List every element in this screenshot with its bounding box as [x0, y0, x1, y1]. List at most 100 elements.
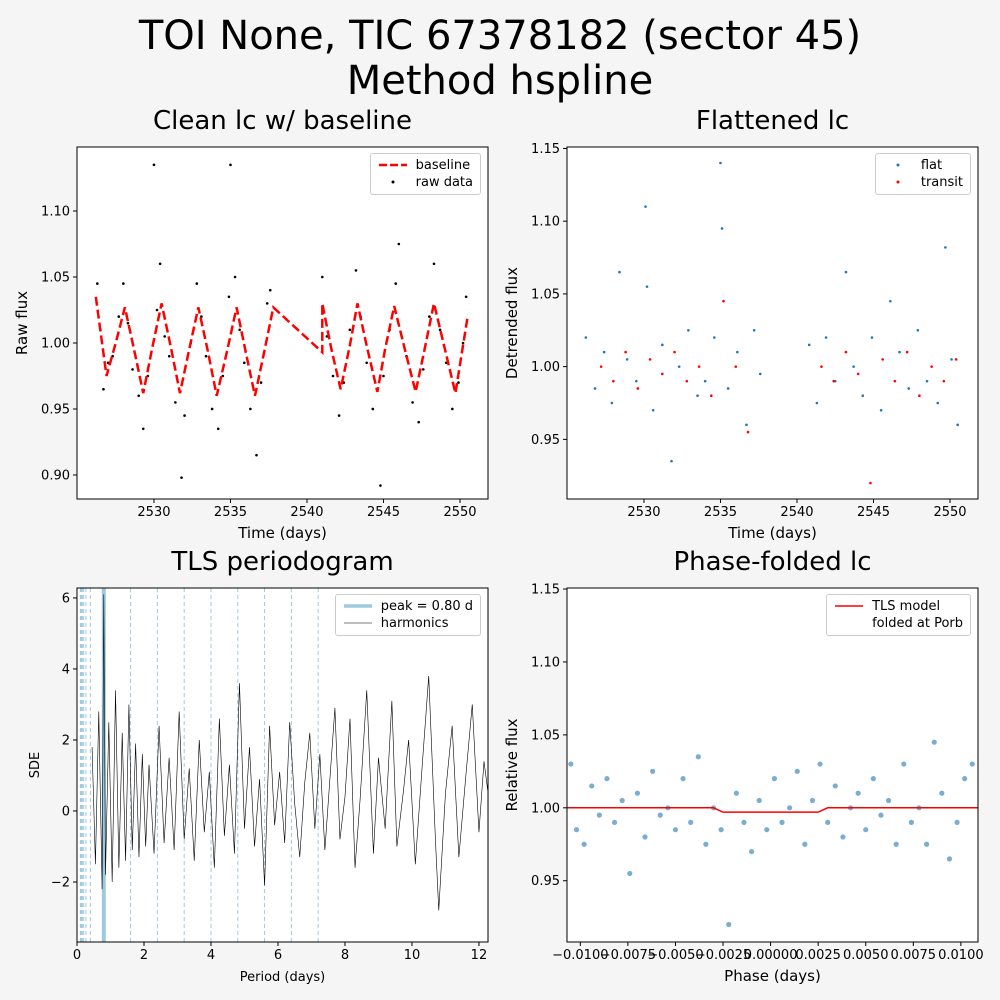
- y-tick-label: 1.00: [531, 360, 560, 375]
- legend-entry: TLS model folded at Porb: [834, 598, 963, 632]
- point: [635, 379, 638, 383]
- x-tick-label: 2530: [137, 505, 170, 520]
- legend-entry: transit: [883, 174, 963, 191]
- point: [832, 783, 838, 789]
- point: [661, 343, 664, 347]
- point: [878, 812, 884, 818]
- legend-entry: raw data: [378, 174, 473, 191]
- point: [696, 394, 699, 398]
- point: [718, 827, 724, 833]
- point: [117, 315, 121, 318]
- point: [893, 379, 897, 383]
- point: [337, 414, 341, 417]
- plot-area: [567, 588, 978, 942]
- point: [844, 350, 848, 354]
- point: [908, 819, 915, 825]
- point: [174, 401, 177, 404]
- point: [936, 401, 940, 405]
- point: [758, 372, 762, 376]
- y-tick-label: 0.95: [531, 433, 560, 448]
- point: [944, 246, 947, 249]
- legend-swatch: [896, 180, 900, 184]
- x-tick-label: −0.0100: [552, 948, 608, 963]
- y-tick-label: 0: [62, 804, 70, 819]
- x-tick-label: 6: [274, 948, 282, 963]
- point: [733, 790, 739, 796]
- point: [421, 368, 425, 371]
- point: [855, 790, 861, 796]
- axes-title: Flattened lc: [696, 106, 849, 136]
- legend-swatch: [835, 605, 864, 607]
- point: [969, 761, 975, 767]
- series-line: [91, 594, 488, 911]
- point: [771, 776, 778, 782]
- point: [238, 328, 241, 332]
- point: [713, 336, 716, 339]
- point: [677, 365, 681, 368]
- x-axis-label: Phase (days): [724, 967, 821, 985]
- point: [942, 379, 946, 383]
- point: [893, 841, 899, 847]
- x-tick-label: −0.0050: [647, 948, 703, 963]
- axes: TLS periodogram Period (days) SDE 0 2 4 6 8 10 12…: [28, 547, 489, 985]
- y-tick-label: 1.05: [531, 287, 560, 302]
- point: [619, 797, 625, 804]
- x-tick-label: 0.00000: [744, 948, 798, 963]
- point: [719, 161, 722, 165]
- point: [787, 805, 793, 811]
- point: [163, 335, 166, 338]
- y-axis-label: SDE: [28, 752, 43, 778]
- axes-title: Clean lc w/ baseline: [153, 106, 412, 136]
- x-tick-label: 0.0050: [843, 948, 889, 963]
- point: [809, 797, 816, 804]
- point: [794, 768, 800, 774]
- axes-title: TLS periodogram: [170, 547, 393, 577]
- point: [898, 350, 901, 354]
- y-tick-label: 0.95: [531, 874, 560, 889]
- point: [242, 361, 246, 365]
- point: [642, 834, 648, 840]
- point: [720, 227, 724, 230]
- legend: flat transit: [874, 153, 971, 195]
- point: [158, 262, 162, 266]
- point: [756, 797, 762, 804]
- point: [411, 401, 414, 404]
- legend-label: raw data: [415, 175, 473, 190]
- plot: [94, 163, 469, 487]
- point: [581, 841, 587, 847]
- point: [180, 476, 183, 479]
- point: [122, 282, 125, 285]
- legend-swatch: [896, 163, 900, 167]
- point: [417, 420, 420, 424]
- point: [807, 343, 811, 347]
- x-tick-label: 10: [404, 948, 421, 963]
- point: [229, 163, 232, 167]
- series-line: [94, 296, 469, 397]
- y-axis-label: Detrended flux: [503, 267, 521, 379]
- x-tick-label: 2550: [933, 505, 966, 520]
- point: [106, 361, 110, 365]
- point: [670, 459, 673, 463]
- point: [265, 302, 269, 305]
- x-axis-label: Time (days): [727, 524, 817, 542]
- point: [736, 350, 739, 354]
- axes-title: Phase-folded lc: [673, 547, 871, 577]
- axes: Phase-folded lc Phase (days) Relative flux…: [503, 547, 984, 985]
- point: [815, 401, 819, 405]
- figure-title: TOI None, TIC 67378182 (sector 45): [138, 13, 861, 59]
- legend: peak = 0.80 d harmonics: [334, 594, 481, 636]
- axes: Flattened lc Time (days) Detrended flux 253…: [503, 106, 979, 542]
- plot-area: [77, 588, 488, 942]
- point: [650, 768, 656, 774]
- point: [840, 834, 846, 840]
- legend-marker: [896, 163, 900, 167]
- legend-label: baseline: [415, 158, 471, 173]
- y-tick-label: 1.15: [531, 142, 560, 157]
- point: [870, 336, 874, 339]
- point: [249, 407, 252, 411]
- x-tick-label: 8: [341, 948, 349, 963]
- point: [627, 870, 633, 877]
- legend-label: harmonics: [380, 616, 449, 631]
- legend-label: transit: [920, 175, 963, 190]
